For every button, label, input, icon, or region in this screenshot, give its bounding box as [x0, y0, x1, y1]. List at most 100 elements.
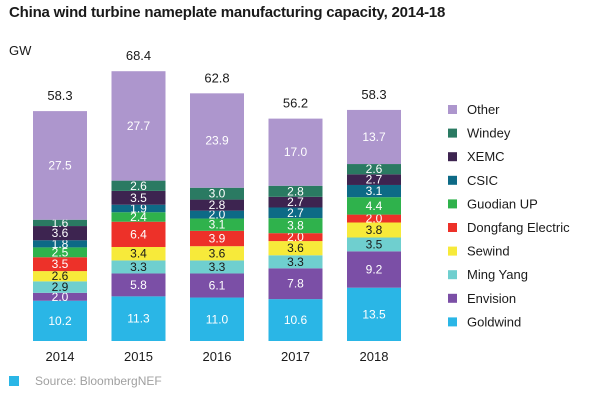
bar-segment-guodian-up-2015 [111, 212, 166, 222]
x-tick-label: 2014 [46, 349, 75, 364]
bars-group: 10.22.02.92.63.52.51.83.61.627.511.35.83… [33, 71, 401, 341]
bar-segment-csic-2015 [111, 204, 166, 213]
bar-segment-ming-yang-2014 [33, 281, 87, 293]
bar-segment-goldwind-2015 [111, 296, 166, 341]
bar-segment-windey-2014 [33, 219, 87, 227]
segment-value-label: 3.8 [287, 219, 304, 233]
bar-segment-envision-2017 [268, 268, 323, 300]
segment-value-label: 3.0 [209, 187, 226, 201]
bar-segment-xemc-2016 [190, 199, 244, 211]
bar-total-label: 58.3 [47, 88, 72, 103]
segment-value-label: 3.6 [287, 241, 304, 255]
x-tick-label: 2017 [281, 349, 310, 364]
bar-segment-other-2016 [190, 93, 244, 188]
bar-segment-windey-2015 [111, 180, 166, 191]
segment-value-label: 2.7 [287, 195, 304, 209]
segment-value-label: 3.1 [366, 184, 383, 198]
segment-value-label: 2.0 [209, 208, 226, 222]
segment-value-label: 3.4 [130, 247, 147, 261]
bar-segment-envision-2018 [347, 251, 401, 288]
stacked-bar-chart: 10.22.02.92.63.52.51.83.61.627.511.35.83… [33, 48, 570, 364]
segment-value-label: 2.8 [287, 184, 304, 198]
bar-segment-sewind-2014 [33, 271, 87, 282]
bar-segment-goldwind-2017 [268, 299, 323, 341]
segment-value-label: 10.2 [48, 314, 72, 328]
legend-swatch [448, 223, 457, 232]
segment-value-label: 27.5 [48, 158, 72, 172]
bar-segment-guodian-up-2018 [347, 197, 401, 215]
legend-swatch [448, 175, 457, 185]
segment-value-label: 3.6 [52, 226, 69, 240]
bar-segment-dongfang-electric-2015 [111, 221, 166, 247]
source-square-icon [9, 376, 19, 386]
legend-swatch [448, 105, 457, 114]
totals-group: 58.3 68.4 62.8 56.2 58.3 [47, 48, 386, 110]
bar-segment-goldwind-2016 [190, 297, 244, 341]
bar-segment-ming-yang-2017 [268, 255, 323, 269]
legend-label: Other [467, 102, 500, 117]
segment-value-label: 6.1 [209, 279, 226, 293]
legend-swatch [448, 270, 457, 280]
segment-value-label: 6.4 [130, 227, 147, 241]
segment-value-label: 2.6 [52, 269, 69, 283]
bar-segment-other-2018 [347, 109, 401, 165]
legend-label: XEMC [467, 149, 505, 164]
legend-swatch [448, 199, 457, 209]
bar-segment-dongfang-electric-2014 [33, 257, 87, 272]
bar-segment-xemc-2015 [111, 190, 166, 205]
legend-swatch [448, 128, 457, 138]
bar-segment-csic-2016 [190, 210, 244, 219]
bar-segment-other-2017 [268, 118, 323, 186]
segment-value-label: 2.0 [287, 230, 304, 244]
legend-swatch [448, 246, 457, 256]
segment-value-label: 9.2 [366, 263, 383, 277]
bar-total-label: 56.2 [283, 96, 308, 111]
segment-value-label: 1.8 [52, 237, 69, 251]
segment-value-label: 2.6 [130, 179, 147, 193]
segment-value-label: 2.4 [130, 210, 147, 224]
segment-value-label: 7.8 [287, 277, 304, 291]
segment-value-label: 3.1 [209, 218, 226, 232]
legend: Other Windey XEMC CSIC Guodian UP Dongfang El… [448, 102, 570, 329]
bar-segment-xemc-2017 [268, 196, 323, 208]
bar-segment-other-2015 [111, 71, 166, 181]
segment-value-label: 17.0 [284, 145, 308, 159]
bar-segment-xemc-2014 [33, 226, 87, 241]
segment-value-label: 2.8 [209, 198, 226, 212]
bar-segment-envision-2016 [190, 273, 244, 298]
bar-segment-guodian-up-2014 [33, 247, 87, 258]
bar-segment-ming-yang-2018 [347, 237, 401, 252]
bar-total-label: 68.4 [126, 48, 151, 63]
segment-value-label: 3.3 [130, 260, 147, 274]
bar-segment-goldwind-2014 [33, 300, 87, 341]
bar-segment-csic-2014 [33, 240, 87, 248]
segment-value-label: 2.7 [366, 173, 383, 187]
bar-segment-csic-2018 [347, 184, 401, 198]
legend-label: Dongfang Electric [467, 220, 570, 235]
bar-total-label: 62.8 [204, 70, 229, 85]
segment-value-label: 3.3 [287, 255, 304, 269]
bar-segment-sewind-2016 [190, 246, 244, 261]
segment-value-label: 2.9 [52, 280, 69, 294]
segment-value-label: 2.0 [366, 212, 383, 226]
bar-total-label: 58.3 [361, 87, 386, 102]
bar-segment-ming-yang-2015 [111, 260, 166, 274]
segment-value-label: 2.5 [52, 245, 69, 259]
bar-segment-csic-2017 [268, 207, 323, 219]
segment-value-label: 11.0 [206, 312, 229, 326]
segment-value-label: 10.6 [284, 313, 308, 327]
bar-segment-envision-2015 [111, 273, 166, 297]
bar-segment-ming-yang-2016 [190, 260, 244, 274]
legend-label: Windey [467, 126, 511, 141]
segment-value-label: 1.9 [130, 201, 147, 215]
segment-value-label: 27.7 [127, 119, 151, 133]
segment-value-label: 13.5 [362, 307, 386, 321]
x-tick-label: 2015 [124, 349, 153, 364]
segment-value-label: 3.5 [366, 237, 383, 251]
x-axis-labels: 2014 2015 2016 2017 2018 [46, 349, 389, 364]
bar-segment-sewind-2015 [111, 246, 166, 261]
legend-label: Sewind [467, 244, 510, 259]
bar-segment-sewind-2018 [347, 222, 401, 238]
legend-label: Ming Yang [467, 267, 528, 282]
x-tick-label: 2018 [360, 349, 389, 364]
